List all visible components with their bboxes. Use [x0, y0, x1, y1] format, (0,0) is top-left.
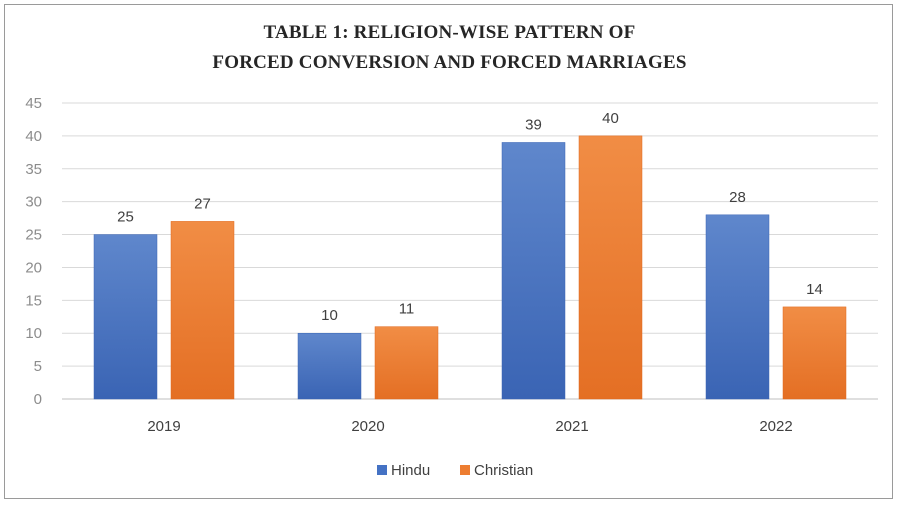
y-tick-label: 45: [25, 95, 42, 112]
x-tick-label: 2020: [351, 418, 384, 435]
y-tick-label: 0: [34, 391, 42, 408]
legend-label-christian: Christian: [474, 462, 533, 479]
bar-hindu-2021: [501, 142, 566, 400]
data-label: 28: [729, 189, 746, 206]
bar-hindu-2020: [297, 332, 362, 400]
bar-hindu-2019: [93, 234, 158, 400]
bar-christian-2020: [374, 326, 439, 400]
legend-swatch-christian: [460, 465, 470, 475]
data-label: 11: [399, 301, 415, 318]
data-label: 25: [117, 209, 134, 226]
bar-christian-2021: [578, 135, 643, 400]
y-tick-label: 10: [25, 325, 42, 342]
chart-subtitle: FORCED CONVERSION AND FORCED MARRIAGES: [212, 52, 687, 73]
data-label: 10: [321, 307, 338, 324]
data-label: 14: [806, 281, 823, 298]
y-tick-label: 5: [34, 358, 42, 375]
legend-label-hindu: Hindu: [391, 462, 430, 479]
x-tick-label: 2022: [759, 418, 792, 435]
y-tick-label: 25: [25, 227, 42, 244]
y-tick-label: 20: [25, 259, 42, 276]
data-label: 39: [525, 116, 542, 133]
data-label: 27: [194, 195, 211, 212]
y-tick-label: 35: [25, 161, 42, 178]
y-tick-label: 30: [25, 194, 42, 211]
y-tick-label: 40: [25, 128, 42, 145]
legend-swatch-hindu: [377, 465, 387, 475]
data-label: 40: [602, 110, 619, 127]
x-tick-label: 2019: [147, 418, 180, 435]
x-tick-label: 2021: [555, 418, 588, 435]
chart-title: TABLE 1: RELIGION-WISE PATTERN OF: [263, 22, 636, 43]
bar-christian-2022: [782, 306, 847, 400]
bar-christian-2019: [170, 221, 235, 400]
bar-hindu-2022: [705, 214, 770, 400]
y-tick-label: 15: [25, 292, 42, 309]
